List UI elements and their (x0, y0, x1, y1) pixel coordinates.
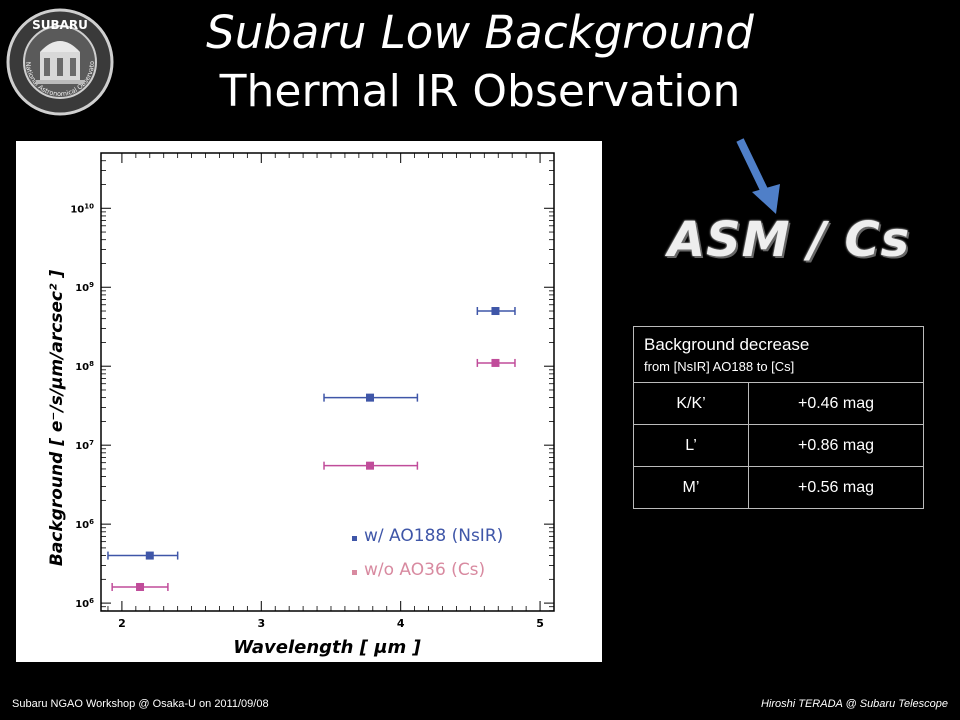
legend-marker (352, 536, 357, 541)
subaru-logo: SUBARU National Astronomical Observatory… (6, 8, 114, 116)
data-point (491, 358, 500, 367)
legend-label: w/ AO188 (NsIR) (364, 526, 503, 546)
x-tick-label: 3 (257, 617, 265, 630)
value-cell: +0.46 mag (748, 382, 924, 425)
y-tick-label: 106 (75, 597, 94, 610)
table-header-row: Background decrease from [NsIR] AO188 to… (633, 326, 924, 383)
x-axis-label: Wavelength [ μm ] (233, 637, 421, 658)
value-cell: +0.56 mag (748, 466, 924, 509)
asm-cs-label: ASM / Cs (668, 212, 911, 268)
background-chart: 2 3 4 5 106 106 107 108 109 1010 Wavelength [ μm … (47, 152, 555, 658)
observatory-building-icon (36, 41, 84, 84)
table-header-subtitle: from [NsIR] AO188 to [Cs] (644, 359, 795, 374)
footer-author: Hiroshi TERADA @ Subaru Telescope (760, 698, 948, 710)
legend-label: w/o AO36 (Cs) (364, 560, 485, 580)
band-cell: L’ (633, 424, 749, 467)
value-cell: +0.86 mag (748, 424, 924, 467)
y-tick-label: 107 (75, 439, 94, 452)
table-header-cell: Background decrease from [NsIR] AO188 to… (633, 326, 924, 383)
footer-workshop: Subaru NGAO Workshop @ Osaka-U on 2011/0… (12, 698, 269, 710)
x-tick-label: 4 (397, 617, 405, 630)
x-tick-label: 5 (536, 617, 544, 630)
data-point (145, 551, 154, 560)
chart-legend: w/ AO188 (NsIR) w/o AO36 (Cs) (352, 526, 503, 580)
x-tick-label: 2 (118, 617, 126, 630)
band-cell: K/K’ (633, 382, 749, 425)
table-row: K/K’ +0.46 mag (633, 382, 924, 425)
y-axis-label: Background [ e⁻/s/μm/arcsec² ] (47, 270, 67, 567)
plot-frame (100, 152, 555, 612)
logo-top-text: SUBARU (32, 18, 88, 32)
chart-panel: 2 3 4 5 106 106 107 108 109 1010 Wavelength [ μm … (16, 141, 602, 662)
y-tick-label: 106 (75, 518, 94, 531)
data-point (136, 582, 145, 591)
y-tick-label: 108 (75, 360, 94, 373)
slide-title-line1: Subaru Low Background (206, 6, 754, 59)
legend-marker (352, 570, 357, 575)
table-header-title: Background decrease (644, 335, 810, 354)
data-point (366, 393, 375, 402)
y-tick-label: 109 (75, 281, 94, 294)
slide-title-line2: Thermal IR Observation (219, 66, 741, 117)
data-point (491, 307, 500, 316)
background-decrease-table: Background decrease from [NsIR] AO188 to… (633, 326, 924, 509)
arrow-icon (736, 138, 780, 214)
table-row: M’ +0.56 mag (633, 466, 924, 509)
table-row: L’ +0.86 mag (633, 424, 924, 467)
band-cell: M’ (633, 466, 749, 509)
y-tick-label: 1010 (70, 202, 94, 215)
data-point (366, 461, 375, 470)
